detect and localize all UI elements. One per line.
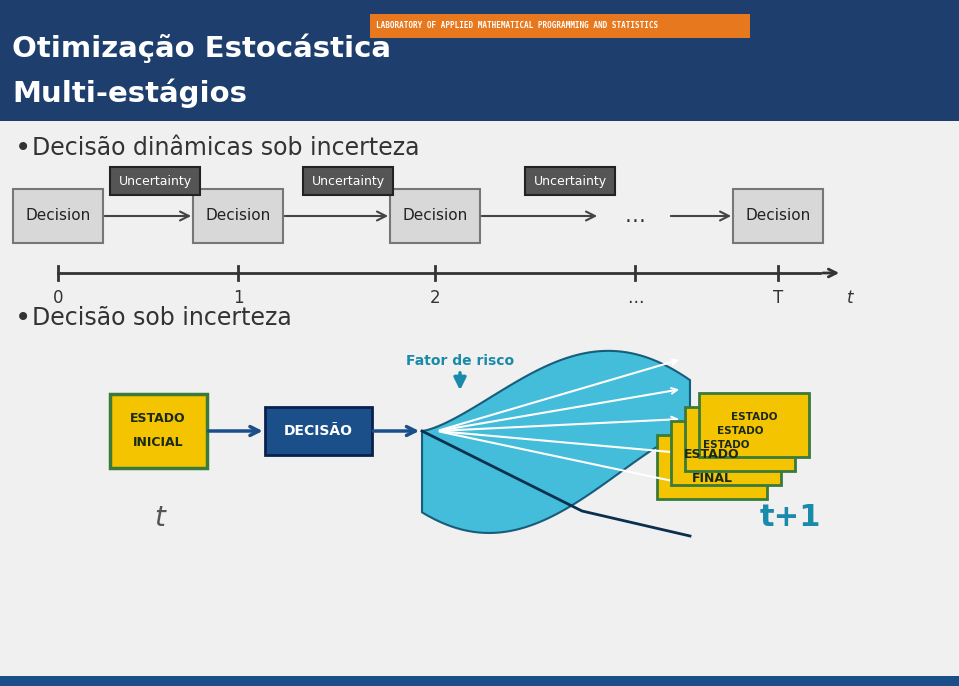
FancyBboxPatch shape (303, 167, 393, 195)
FancyBboxPatch shape (193, 189, 283, 243)
Text: Otimização Estocástica: Otimização Estocástica (12, 33, 391, 62)
Text: INICIAL: INICIAL (132, 436, 183, 449)
Text: T: T (773, 289, 784, 307)
Text: Uncertainty: Uncertainty (533, 174, 606, 187)
Polygon shape (758, 16, 770, 38)
Text: …: … (624, 206, 645, 226)
Text: Uncertainty: Uncertainty (119, 174, 192, 187)
FancyBboxPatch shape (390, 189, 480, 243)
FancyBboxPatch shape (110, 167, 200, 195)
Bar (370, 14, 750, 38)
Text: •: • (15, 134, 32, 162)
Text: t: t (847, 289, 854, 307)
Text: 0: 0 (53, 289, 63, 307)
FancyBboxPatch shape (671, 421, 781, 485)
FancyBboxPatch shape (525, 167, 615, 195)
Text: •: • (15, 304, 32, 332)
Text: ESTADO: ESTADO (130, 412, 186, 425)
Text: t: t (154, 504, 166, 532)
Bar (0, 0, 959, 121)
Text: Decisão dinâmicas sob incerteza: Decisão dinâmicas sob incerteza (32, 136, 419, 160)
Text: ESTADO: ESTADO (716, 426, 763, 436)
Text: Decision: Decision (745, 209, 810, 224)
Text: Multi-estágios: Multi-estágios (12, 78, 247, 108)
Polygon shape (422, 351, 690, 533)
Text: LAMPS: LAMPS (772, 12, 879, 40)
Text: LABORATORY OF APPLIED MATHEMATICAL PROGRAMMING AND STATISTICS: LABORATORY OF APPLIED MATHEMATICAL PROGR… (376, 21, 658, 30)
Text: Decision: Decision (403, 209, 468, 224)
Text: Fator de risco: Fator de risco (406, 354, 514, 368)
Text: ESTADO: ESTADO (684, 449, 739, 462)
Text: …: … (627, 289, 643, 307)
Text: Decision: Decision (205, 209, 270, 224)
Text: Uncertainty: Uncertainty (312, 174, 385, 187)
FancyBboxPatch shape (265, 407, 371, 455)
Text: Decisão sob incerteza: Decisão sob incerteza (32, 306, 292, 330)
Text: Decision: Decision (25, 209, 90, 224)
Text: DECISÃO: DECISÃO (284, 424, 353, 438)
FancyBboxPatch shape (685, 407, 795, 471)
Text: ESTADO: ESTADO (703, 440, 749, 450)
FancyBboxPatch shape (733, 189, 823, 243)
Text: 1: 1 (233, 289, 244, 307)
FancyBboxPatch shape (699, 393, 809, 457)
Text: FINAL: FINAL (691, 473, 733, 486)
Text: t+1: t+1 (760, 504, 821, 532)
FancyBboxPatch shape (109, 394, 206, 468)
Text: ESTADO: ESTADO (731, 412, 777, 422)
Bar (0, 676, 959, 686)
FancyBboxPatch shape (13, 189, 103, 243)
Text: 2: 2 (430, 289, 440, 307)
FancyBboxPatch shape (657, 435, 767, 499)
